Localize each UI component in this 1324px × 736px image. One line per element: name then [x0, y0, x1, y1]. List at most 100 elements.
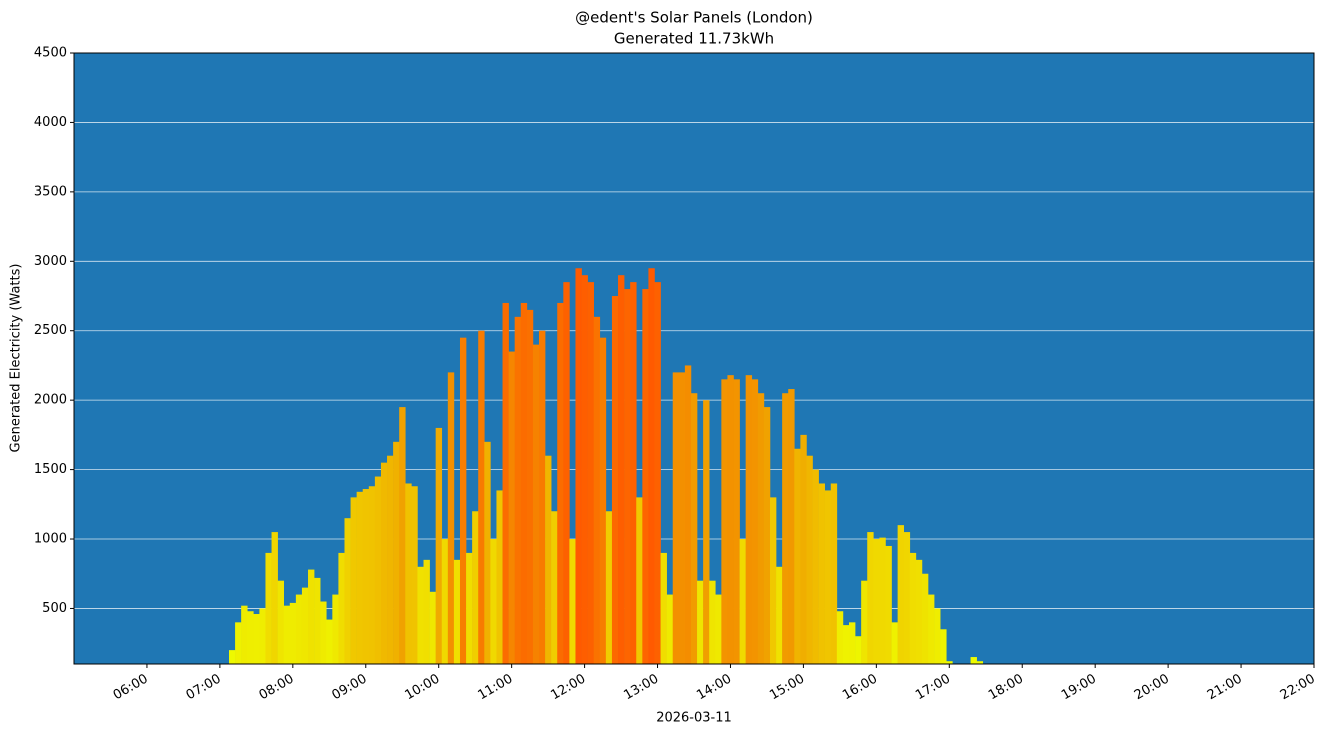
- bar: [909, 552, 917, 664]
- bar: [757, 393, 765, 664]
- bar: [934, 608, 941, 664]
- bar: [277, 580, 285, 664]
- x-tick-label: 18:00: [986, 672, 1026, 704]
- bar: [690, 393, 698, 664]
- bar: [630, 282, 637, 664]
- y-tick-label: 1500: [34, 462, 67, 477]
- y-tick-label: 500: [42, 601, 67, 616]
- bar: [605, 511, 613, 664]
- bar: [587, 282, 595, 664]
- bar: [569, 539, 576, 664]
- bar: [946, 661, 953, 664]
- bar: [830, 483, 838, 664]
- bar: [374, 476, 382, 664]
- bar: [703, 400, 710, 664]
- bar: [393, 441, 400, 664]
- bar: [320, 601, 327, 664]
- x-tick-label: 17:00: [913, 672, 953, 704]
- bar: [490, 539, 497, 664]
- x-tick-label: 07:00: [184, 672, 224, 704]
- bar: [867, 532, 874, 664]
- chart-subtitle: Generated 11.73kWh: [614, 30, 774, 48]
- bar: [897, 525, 905, 664]
- bar: [539, 330, 546, 664]
- x-tick-label: 08:00: [257, 672, 297, 704]
- bar: [940, 629, 947, 664]
- bar: [314, 577, 321, 664]
- x-tick-label: 09:00: [330, 672, 370, 704]
- bar: [739, 539, 746, 664]
- bar: [545, 455, 552, 664]
- bar: [265, 552, 272, 664]
- bar: [387, 455, 394, 664]
- y-tick-label: 4000: [34, 115, 67, 130]
- bar: [618, 275, 625, 664]
- bar: [557, 302, 564, 664]
- bar: [928, 594, 935, 664]
- x-axis-label: 2026-03-11: [656, 711, 732, 726]
- y-tick-label: 2000: [34, 393, 67, 408]
- bar: [441, 539, 449, 664]
- y-tick-label: 4500: [34, 46, 67, 61]
- bar: [326, 619, 333, 664]
- x-tick-label: 14:00: [694, 672, 734, 704]
- bar: [709, 580, 716, 664]
- bar: [380, 462, 388, 664]
- x-tick-label: 13:00: [621, 672, 661, 704]
- bar: [885, 545, 892, 664]
- x-tick-label: 21:00: [1205, 672, 1245, 704]
- bar: [654, 282, 661, 664]
- x-tick-label: 06:00: [111, 672, 151, 704]
- bar: [800, 434, 807, 664]
- bar: [915, 559, 923, 664]
- bar: [435, 427, 443, 664]
- y-tick-label: 3000: [34, 254, 67, 269]
- bar: [229, 650, 236, 664]
- bar: [715, 594, 722, 664]
- bar: [520, 302, 528, 664]
- bar: [332, 594, 339, 664]
- bar: [842, 625, 850, 664]
- bar: [812, 469, 819, 664]
- bar: [776, 566, 783, 664]
- bar: [253, 614, 260, 664]
- x-tick-label: 15:00: [767, 672, 807, 704]
- bar: [563, 282, 570, 664]
- chart-title: @edent's Solar Panels (London): [575, 9, 813, 27]
- bar: [599, 337, 607, 664]
- x-tick-label: 11:00: [475, 672, 515, 704]
- bar: [666, 594, 674, 664]
- bar: [697, 580, 704, 664]
- bar: [727, 375, 734, 664]
- x-tick-label: 16:00: [840, 672, 880, 704]
- bar: [344, 518, 351, 664]
- bar: [405, 483, 412, 664]
- bar: [903, 532, 911, 664]
- bar: [624, 289, 631, 664]
- bar: [970, 657, 977, 664]
- bar: [466, 552, 473, 664]
- y-axis-label: Generated Electricity (Watts): [9, 264, 24, 453]
- bar: [399, 407, 406, 664]
- bar: [295, 594, 303, 664]
- bar: [447, 372, 455, 664]
- x-tick-label: 22:00: [1278, 672, 1318, 704]
- bar: [241, 605, 248, 664]
- bar: [308, 569, 315, 664]
- bar: [484, 441, 491, 664]
- bar: [532, 344, 540, 664]
- x-tick-label: 20:00: [1132, 672, 1172, 704]
- bar: [891, 622, 898, 664]
- bar: [472, 511, 479, 664]
- bar: [763, 407, 771, 664]
- bar: [478, 330, 485, 664]
- bar: [508, 351, 515, 664]
- bar: [429, 591, 436, 664]
- bar: [423, 559, 430, 664]
- bar: [611, 296, 619, 664]
- bar: [921, 573, 929, 664]
- bar: [459, 337, 467, 664]
- bar: [855, 636, 862, 664]
- bar: [417, 566, 424, 664]
